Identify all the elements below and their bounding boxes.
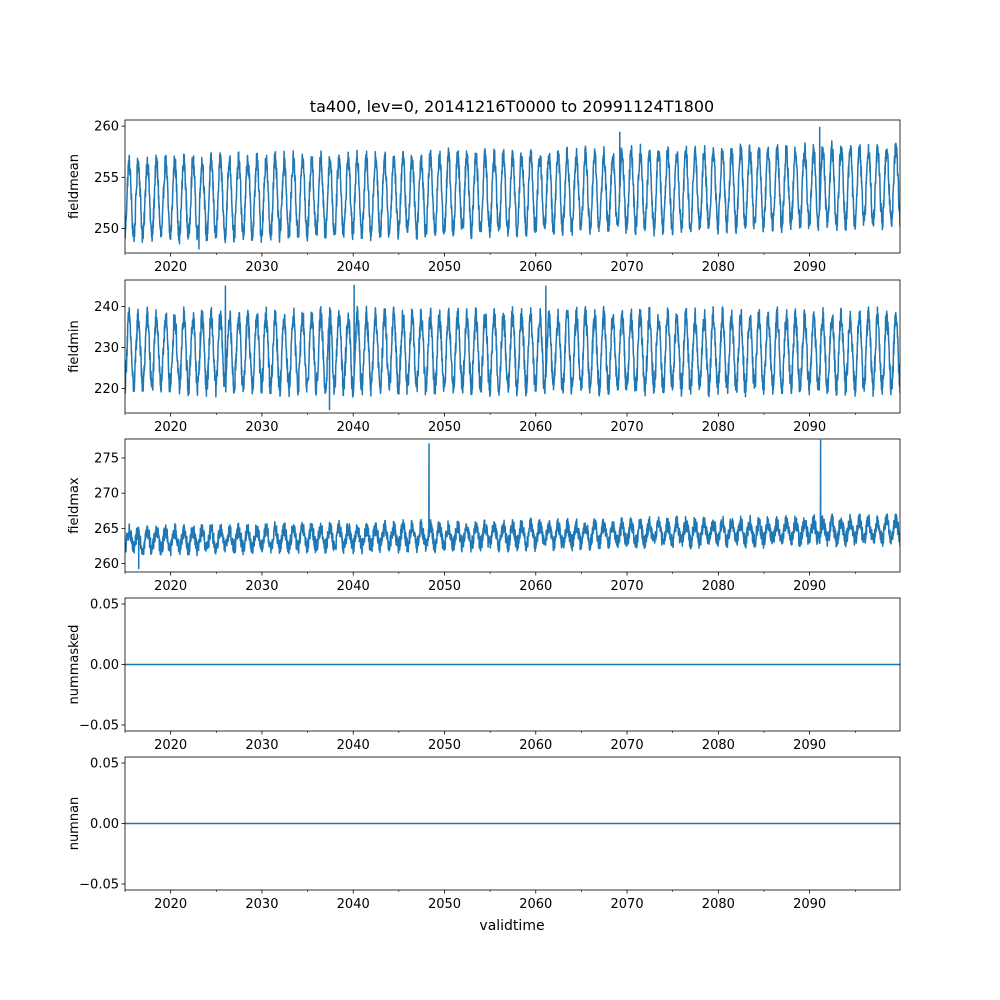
series-line-fieldmax (125, 439, 900, 570)
x-tick-label: 2080 (702, 738, 735, 753)
y-tick-label: 270 (94, 487, 119, 502)
y-tick-label: 220 (94, 382, 119, 397)
subplot-stack: 250 255 260 fieldmean 2020 2030 2040 2050 2060 20… (67, 119, 901, 912)
x-tick-label: 2060 (519, 260, 552, 275)
x-tick-label: 2070 (611, 420, 644, 435)
chart-title: ta400, lev=0, 20141216T0000 to 20991124T… (310, 97, 714, 116)
x-tick-label: 2040 (337, 738, 370, 753)
y-tick-label: 0.00 (90, 658, 119, 673)
x-tick-label: 2050 (428, 260, 461, 275)
y-tick-label: 240 (94, 300, 119, 315)
x-tick-label: 2090 (793, 738, 826, 753)
axes-frame (124, 279, 901, 414)
x-tick-label: 2050 (428, 738, 461, 753)
y-axis-label: nummasked (67, 625, 82, 705)
x-tick-label: 2060 (519, 897, 552, 912)
x-tick-label: 2030 (245, 260, 278, 275)
x-tick-label: 2070 (611, 897, 644, 912)
x-axis-label: validtime (479, 918, 544, 934)
x-tick-label: 2040 (337, 897, 370, 912)
x-tick-label: 2080 (702, 420, 735, 435)
series-line-fieldmin (125, 284, 900, 411)
x-tick-label: 2030 (245, 579, 278, 594)
subplot-fieldmean: 250 255 260 fieldmean 2020 2030 2040 2050 2060 20… (67, 119, 901, 275)
x-tick-label: 2020 (154, 579, 187, 594)
x-tick-label: 2050 (428, 897, 461, 912)
x-tick-label: 2090 (793, 579, 826, 594)
x-tick-label: 2050 (428, 579, 461, 594)
axes-frame (124, 438, 901, 573)
y-axis-label: fieldmin (67, 320, 82, 373)
x-tick-label: 2020 (154, 738, 187, 753)
x-tick-label: 2070 (611, 738, 644, 753)
x-tick-label: 2070 (611, 579, 644, 594)
x-tick-label: 2030 (245, 897, 278, 912)
x-tick-label: 2040 (337, 260, 370, 275)
axes-frame (124, 119, 901, 254)
x-tick-label: 2090 (793, 260, 826, 275)
y-tick-label: 0.05 (90, 757, 119, 772)
y-tick-label: 275 (94, 452, 119, 467)
y-axis-label: fieldmean (67, 154, 82, 219)
y-tick-label: 230 (94, 341, 119, 356)
y-tick-label: 260 (94, 120, 119, 135)
x-tick-label: 2060 (519, 420, 552, 435)
x-tick-label: 2090 (793, 420, 826, 435)
y-tick-label: 250 (94, 222, 119, 237)
x-tick-label: 2020 (154, 260, 187, 275)
x-tick-label: 2020 (154, 420, 187, 435)
y-tick-label: 265 (94, 522, 119, 537)
x-tick-label: 2040 (337, 420, 370, 435)
subplot-fieldmin: 220 230 240 fieldmin 2020 2030 2040 2050 2060 207… (67, 279, 901, 435)
subplot-nummasked: −0.05 0.00 0.05 nummasked 2020 2030 2040 2050 20… (67, 598, 901, 753)
x-tick-label: 2040 (337, 579, 370, 594)
subplot-numnan: −0.05 0.00 0.05 numnan 2020 2030 2040 2050 2060 2… (67, 757, 901, 912)
x-tick-label: 2080 (702, 260, 735, 275)
y-axis-label: fieldmax (67, 477, 82, 534)
x-tick-label: 2030 (245, 738, 278, 753)
x-tick-label: 2030 (245, 420, 278, 435)
x-tick-label: 2080 (702, 897, 735, 912)
y-tick-label: 0.00 (90, 817, 119, 832)
y-axis-label: numnan (67, 797, 82, 851)
y-tick-label: −0.05 (79, 718, 119, 733)
y-tick-label: 260 (94, 557, 119, 572)
x-tick-label: 2060 (519, 738, 552, 753)
y-tick-label: 255 (94, 171, 119, 186)
y-tick-label: 0.05 (90, 598, 119, 613)
series-line-fieldmean (125, 126, 900, 250)
x-tick-label: 2080 (702, 579, 735, 594)
y-tick-label: −0.05 (79, 877, 119, 892)
subplot-fieldmax: 260 265 270 275 fieldmax 2020 2030 2040 2050 2060… (67, 438, 901, 594)
x-tick-label: 2090 (793, 897, 826, 912)
x-tick-label: 2050 (428, 420, 461, 435)
x-tick-label: 2060 (519, 579, 552, 594)
x-tick-label: 2020 (154, 897, 187, 912)
x-tick-label: 2070 (611, 260, 644, 275)
